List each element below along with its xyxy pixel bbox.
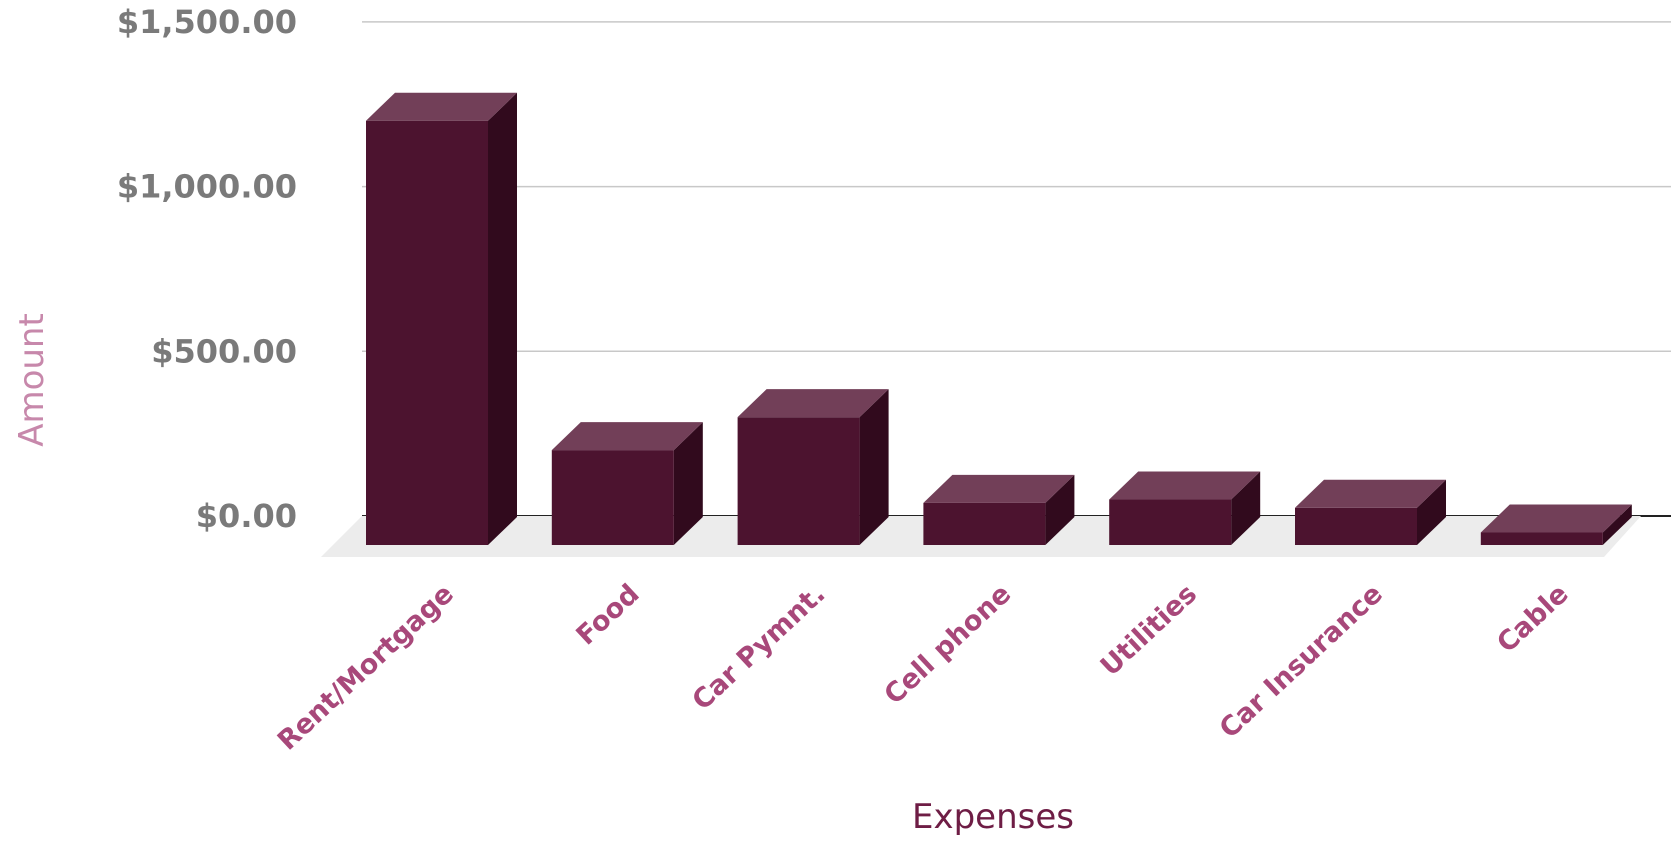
bar-top-face — [1480, 504, 1632, 533]
y-tick-label: $500.00 — [151, 332, 297, 370]
bar — [737, 417, 860, 545]
x-tick-label: Car Insurance — [1214, 578, 1389, 744]
bar-top-face — [737, 389, 889, 418]
bar-top-face — [1109, 471, 1261, 500]
bar — [923, 502, 1046, 545]
y-axis-tick-labels: $0.00 $500.00 $1,000.00 $1,500.00 — [117, 3, 297, 535]
x-tick-label: Cable — [1491, 578, 1574, 659]
x-tick-label: Car Pymnt. — [687, 578, 832, 716]
bar — [1109, 499, 1232, 545]
bar-group — [551, 422, 703, 545]
y-axis-title: Amount — [12, 313, 52, 447]
x-axis-title: Expenses — [912, 797, 1074, 837]
bar-side-face — [1231, 471, 1261, 545]
bars — [366, 92, 1632, 545]
bar — [366, 120, 488, 545]
bar — [1480, 532, 1603, 545]
bar-side-face — [488, 92, 517, 545]
bar-group — [366, 92, 517, 545]
bar-side-face — [1045, 474, 1075, 545]
x-tick-label: Utilities — [1095, 578, 1203, 682]
gridlines — [362, 21, 1671, 517]
bar — [551, 450, 674, 545]
x-tick-label: Rent/Mortgage — [272, 578, 460, 756]
y-tick-label: $1,000.00 — [117, 168, 297, 206]
bar-side-face — [1417, 479, 1446, 545]
bar-group — [1109, 471, 1261, 545]
bar-side-face — [859, 389, 889, 545]
y-tick-label: $0.00 — [196, 497, 297, 535]
x-axis-category-labels: Rent/Mortgage Food Car Pymnt. Cell phone Uti… — [272, 578, 1575, 756]
bar — [1295, 507, 1417, 545]
bar-group — [1480, 504, 1632, 545]
x-tick-label: Cell phone — [879, 578, 1018, 710]
bar-group — [923, 474, 1075, 545]
bar-group — [1295, 479, 1446, 545]
bar-top-face — [923, 474, 1075, 503]
x-tick-label: Food — [570, 578, 645, 651]
bar-group — [737, 389, 889, 545]
bar-top-face — [366, 92, 517, 121]
bar-top-face — [1295, 479, 1446, 508]
bar-top-face — [551, 422, 703, 451]
bar-side-face — [1602, 504, 1632, 545]
bar-side-face — [673, 422, 703, 545]
y-tick-label: $1,500.00 — [117, 3, 297, 41]
